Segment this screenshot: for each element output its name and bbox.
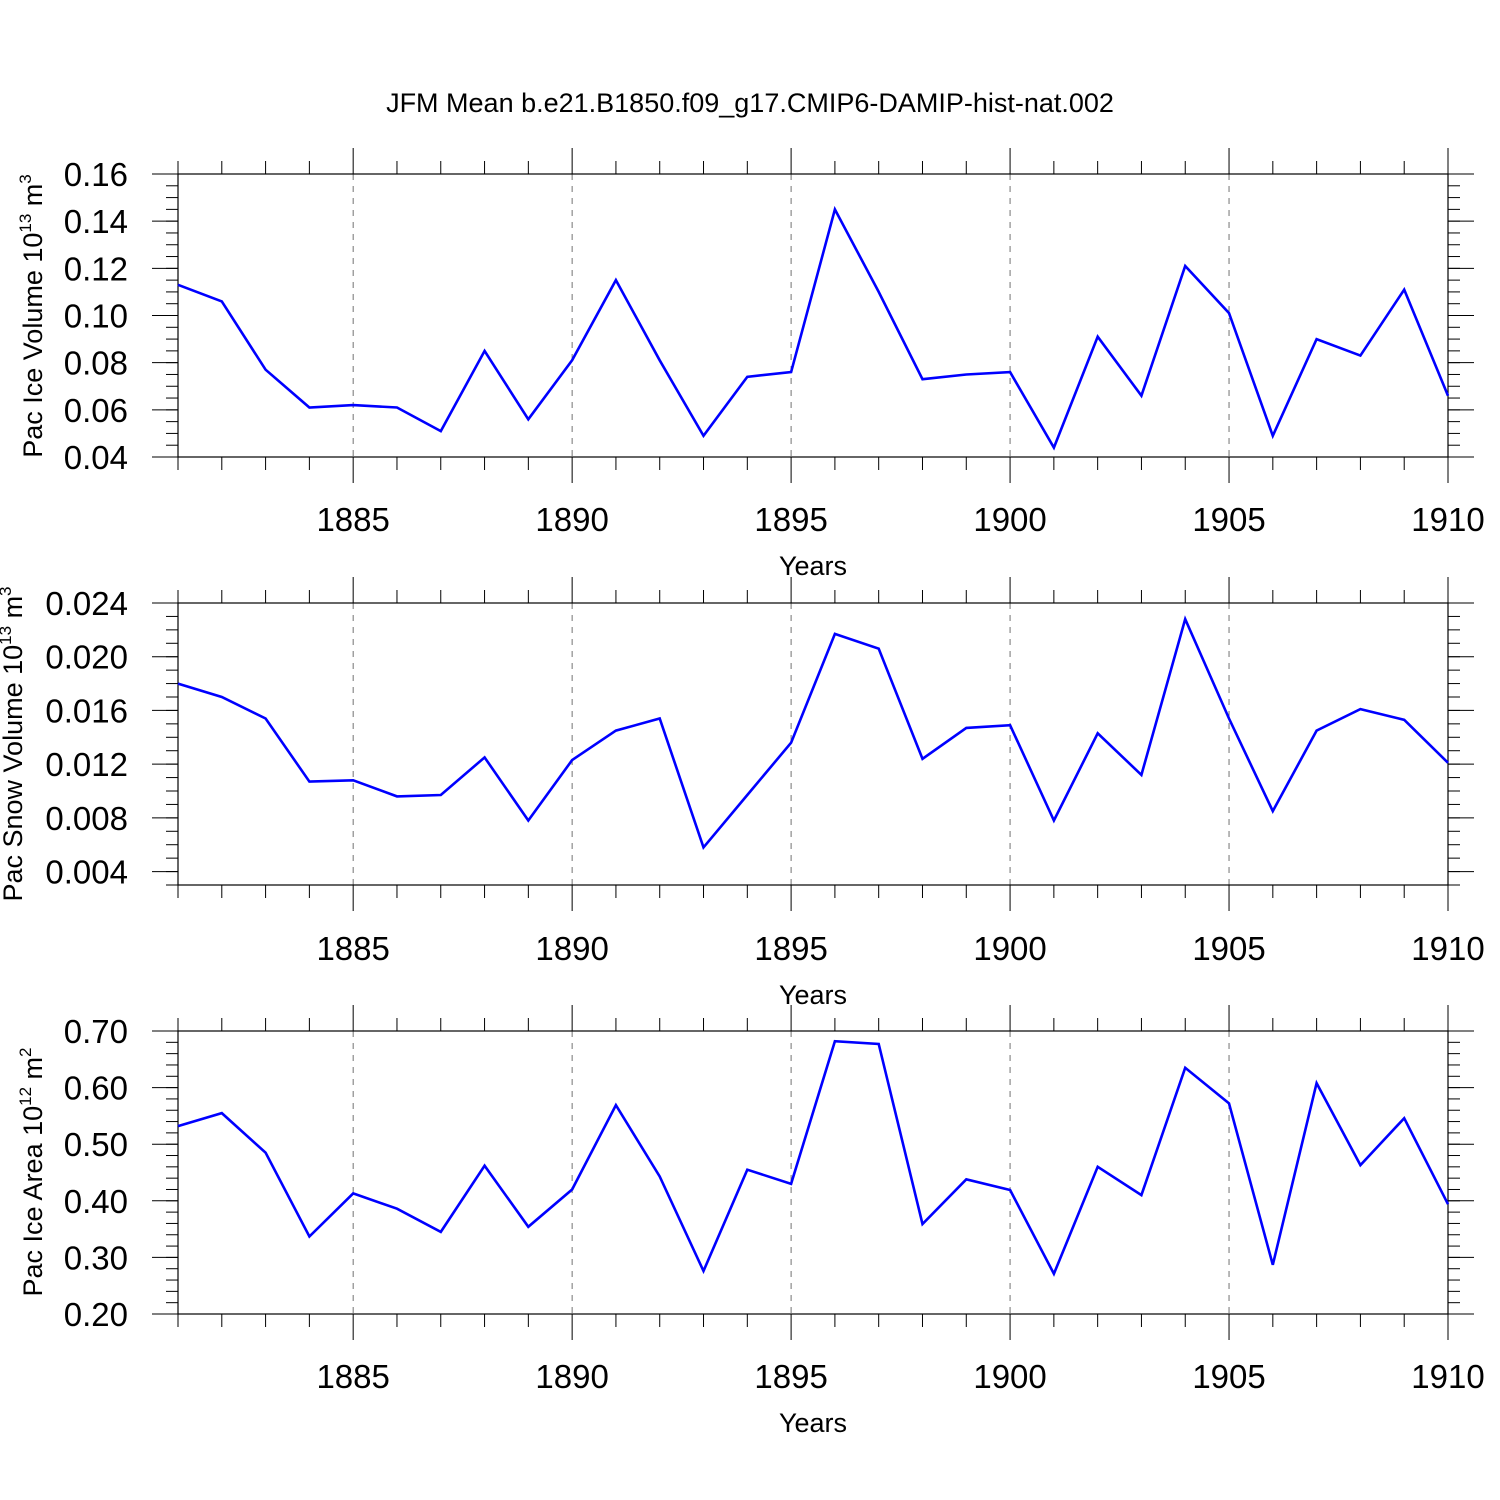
y-axis-title: Pac Ice Area 1012 m2 [16,1047,48,1296]
y-tick-label: 0.012 [45,746,128,783]
y-tick-label: 0.40 [64,1183,128,1220]
y-tick-label: 0.016 [45,692,128,729]
y-axis-title-part: Pac Ice Area 10 [18,1106,48,1297]
x-tick-label: 1895 [754,1358,827,1395]
y-tick-label: 0.50 [64,1126,128,1163]
y-tick-label: 0.024 [45,585,128,622]
series-line [177,615,1449,851]
x-tick-label: 1885 [316,501,389,538]
y-axis-title-superscript: 13 [0,626,15,645]
y-tick-label: 0.12 [64,250,128,287]
x-tick-label: 1910 [1411,930,1484,967]
y-axis-title-part: Pac Ice Volume 10 [18,233,48,458]
chart-panels: 0.04 0.06 0.08 0.10 0.12 0.14 0.16 1885 1890 1895… [0,148,1485,1438]
y-tick-label: 0.30 [64,1239,128,1276]
panel-1: 0.04 0.06 0.08 0.10 0.12 0.14 0.16 1885 1890 1895… [16,148,1485,581]
y-axis-title: Pac Snow Volume 1013 m3 [0,586,28,901]
x-tick-label: 1905 [1192,501,1265,538]
series-line [177,1039,1450,1277]
x-tick-label: 1910 [1411,501,1484,538]
y-tick-label: 0.16 [64,156,128,193]
y-axis-title-superscript: 13 [16,214,35,233]
y-axis-title: Pac Ice Volume 1013 m3 [16,174,48,458]
y-tick-label: 0.04 [64,439,128,476]
x-tick-label: 1885 [316,1358,389,1395]
x-axis-title: Years [779,551,847,581]
x-tick-label: 1890 [535,501,608,538]
y-axis-title-superscript: 3 [0,586,15,595]
y-tick-label: 0.08 [64,345,128,382]
y-tick-label: 0.020 [45,639,128,676]
x-tick-label: 1895 [754,501,827,538]
y-axis-title-superscript: 2 [16,1047,35,1056]
x-tick-label: 1900 [973,501,1046,538]
y-tick-label: 0.004 [45,854,128,891]
plot-frame [177,602,1449,886]
x-tick-label: 1905 [1192,930,1265,967]
y-tick-label: 0.008 [45,800,128,837]
y-tick-label: 0.10 [64,298,128,335]
panel-2: 0.004 0.008 0.012 0.016 0.020 0.024 1885 1890 18… [0,577,1485,1010]
y-tick-label: 0.06 [64,392,128,429]
y-axis-title-superscript: 3 [16,174,35,183]
y-axis-title-part: m [18,1057,48,1087]
x-axis-title: Years [779,1408,847,1438]
panel-3: 0.20 0.30 0.40 0.50 0.60 0.70 1885 1890 1895 1900… [16,1005,1485,1438]
y-axis-title-part: m [18,184,48,214]
y-axis-title-part: Pac Snow Volume 10 [0,645,28,902]
x-tick-label: 1910 [1411,1358,1484,1395]
x-tick-label: 1885 [316,930,389,967]
x-tick-label: 1905 [1192,1358,1265,1395]
y-axis-title-superscript: 12 [16,1087,35,1106]
plot-frame [177,1030,1449,1315]
y-tick-label: 0.60 [64,1070,128,1107]
x-tick-label: 1900 [973,930,1046,967]
x-tick-label: 1895 [754,930,827,967]
x-tick-label: 1890 [535,930,608,967]
series-line [177,205,1450,451]
plot-frame [177,173,1449,458]
y-tick-label: 0.14 [64,203,128,240]
y-axis-title-part: m [0,596,28,626]
y-tick-label: 0.20 [64,1296,128,1333]
y-tick-label: 0.70 [64,1013,128,1050]
x-tick-label: 1890 [535,1358,608,1395]
x-axis-title: Years [779,980,847,1010]
chart-title: JFM Mean b.e21.B1850.f09_g17.CMIP6-DAMIP… [386,88,1114,118]
x-tick-label: 1900 [973,1358,1046,1395]
